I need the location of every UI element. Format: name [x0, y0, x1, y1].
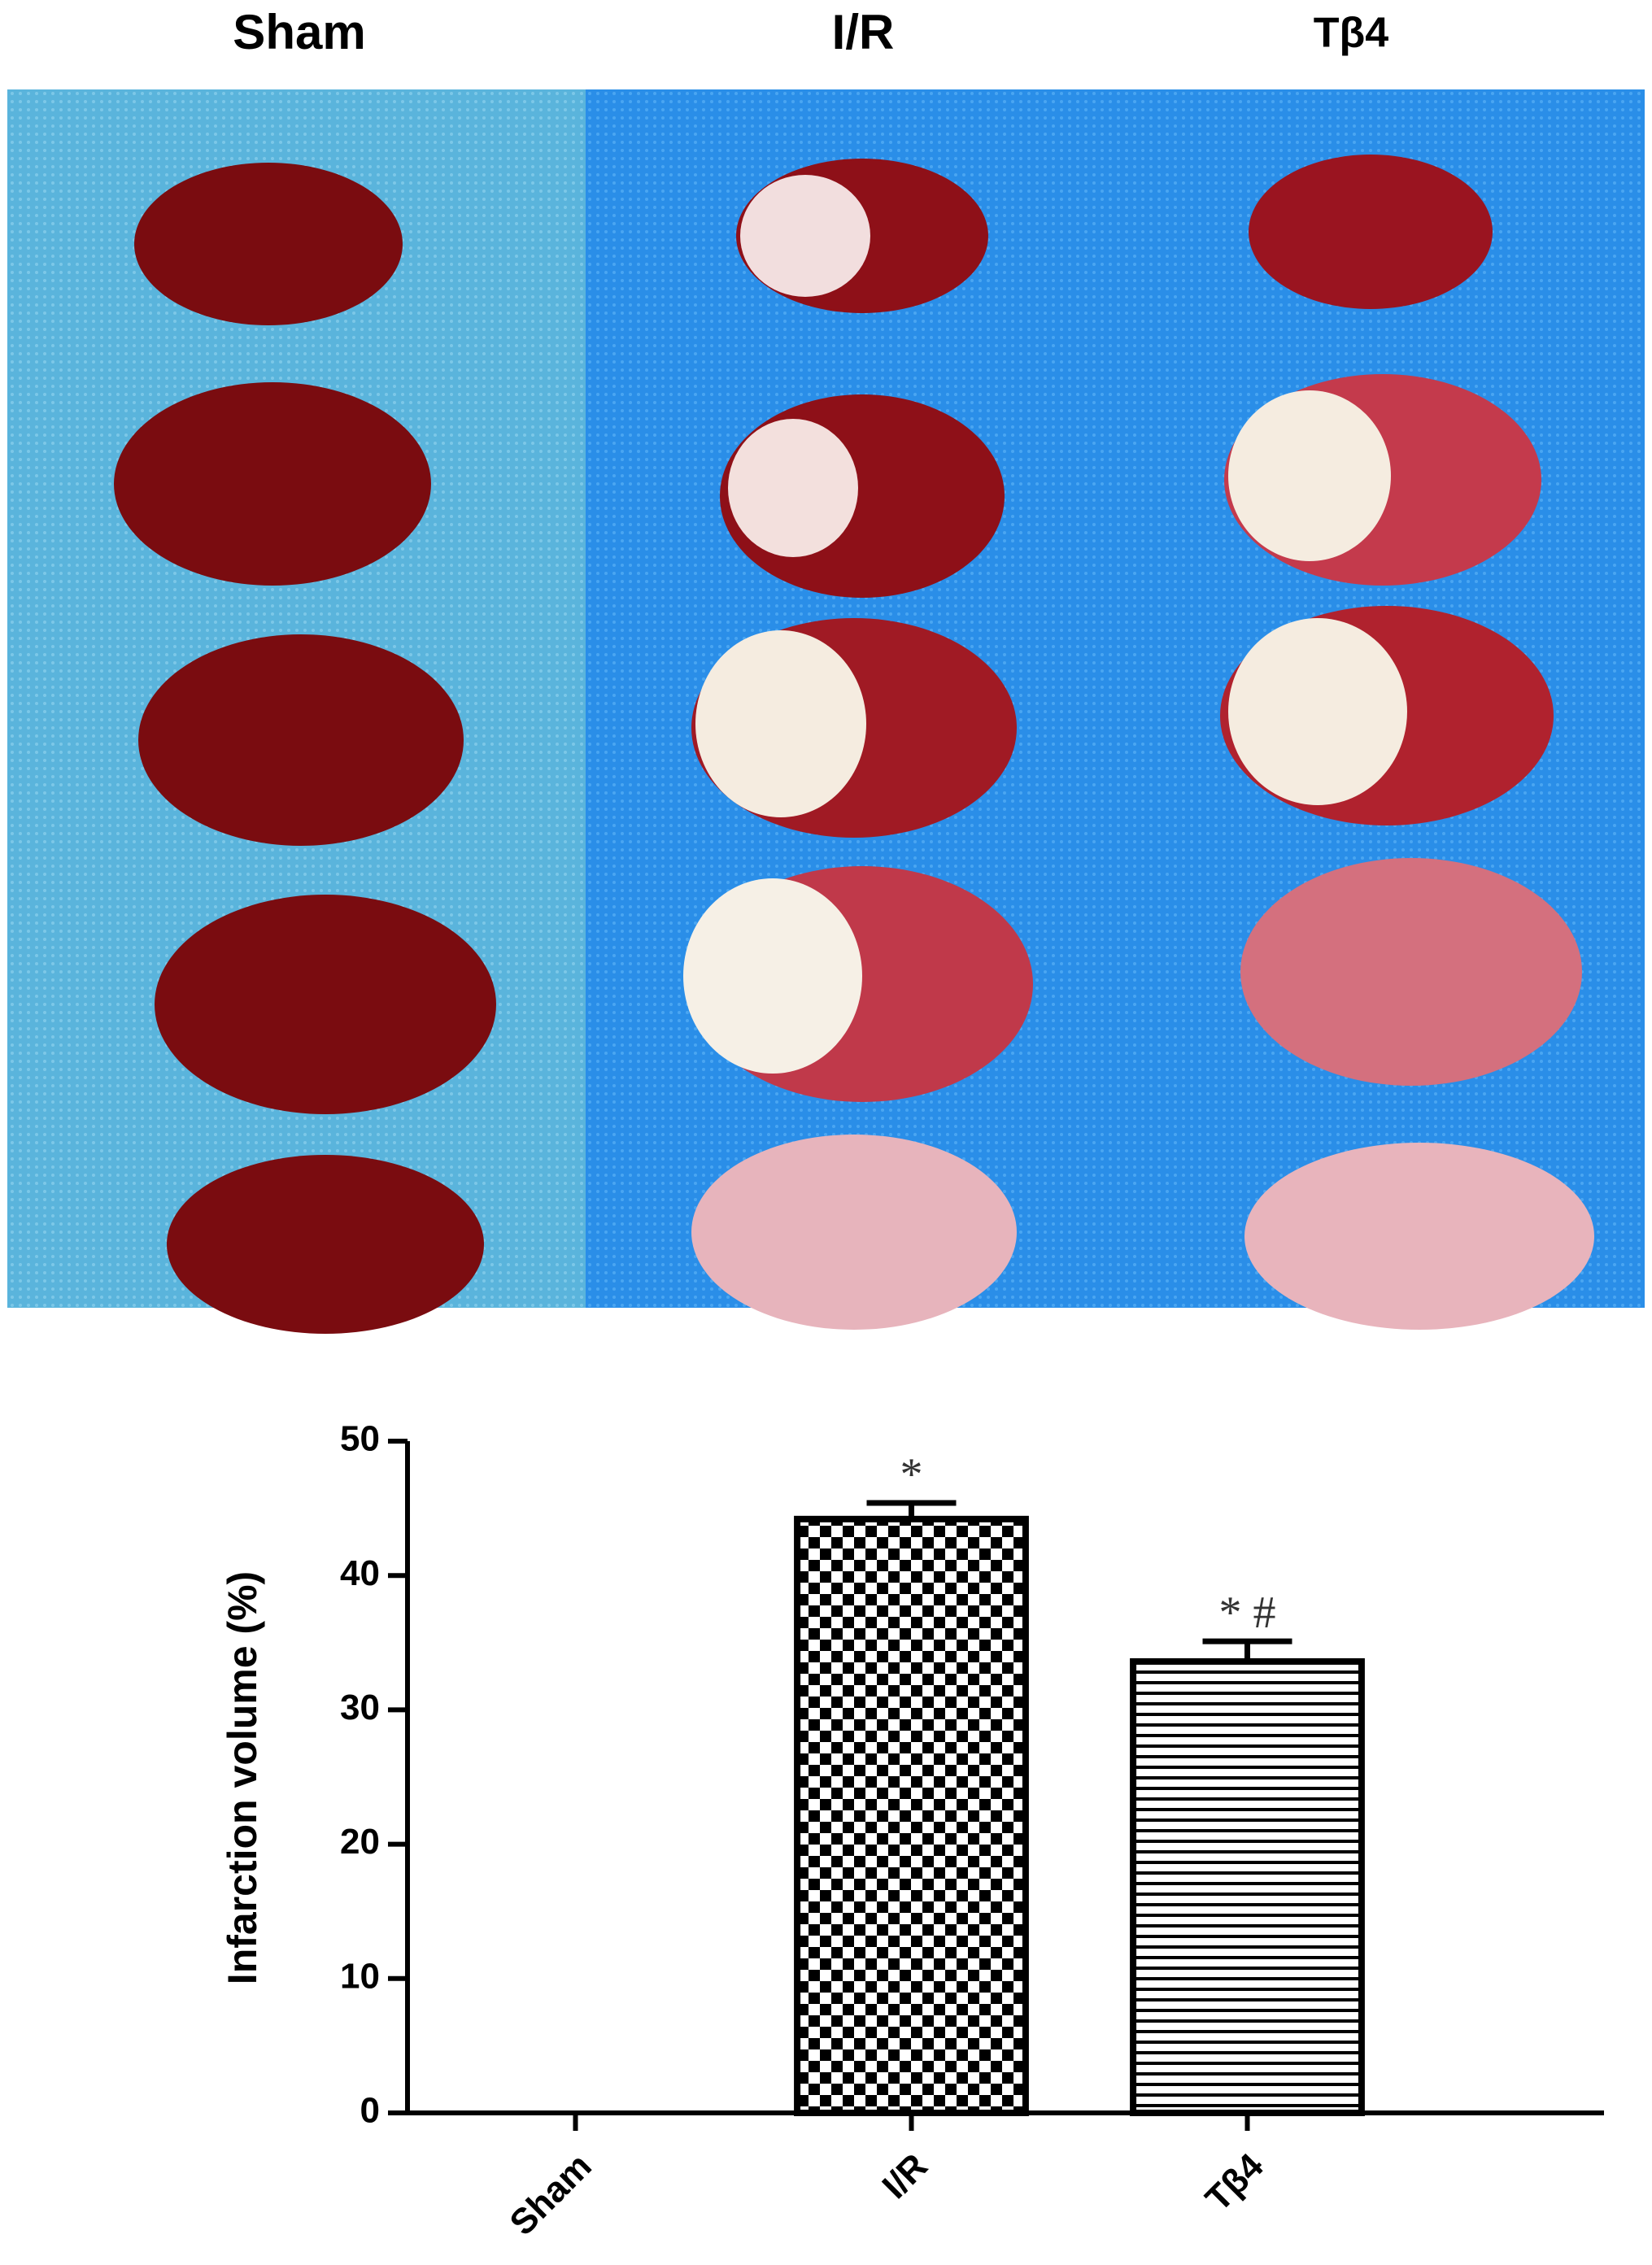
brain-slices: [683, 159, 1033, 1330]
photo-panel: Sham I/R Tβ4: [7, 5, 1645, 1334]
error-bar: [866, 1500, 957, 1519]
photo-label: Tβ4: [1314, 10, 1389, 57]
brain-slices: [114, 163, 496, 1334]
bar: [794, 1515, 1029, 2117]
bar: [1130, 1657, 1365, 2116]
photo-label: I/R: [832, 5, 895, 59]
y-tick-label: 10: [340, 1956, 380, 1996]
y-axis-label: Infarction volume (%): [220, 1571, 265, 1984]
y-tick-label: 50: [340, 1419, 380, 1459]
y-tick-label: 0: [360, 2091, 380, 2131]
x-tick-label: I/R: [874, 2146, 935, 2206]
photo-label: Sham: [233, 5, 365, 59]
bar-chart: Infarction volume (%) 0 10 20 30 40 50 Sham I/R…: [220, 1419, 1604, 2243]
x-tick-label: Tβ4: [1198, 2145, 1271, 2219]
x-tick-label: Sham: [502, 2146, 599, 2243]
y-tick-label: 20: [340, 1822, 380, 1862]
error-bar: [1202, 1638, 1292, 1662]
y-tick-label: 40: [340, 1553, 380, 1593]
significance-mark: *: [900, 1449, 923, 1500]
y-tick-label: 30: [340, 1688, 380, 1727]
brain-slices: [1220, 155, 1594, 1330]
significance-mark: * #: [1219, 1588, 1276, 1638]
